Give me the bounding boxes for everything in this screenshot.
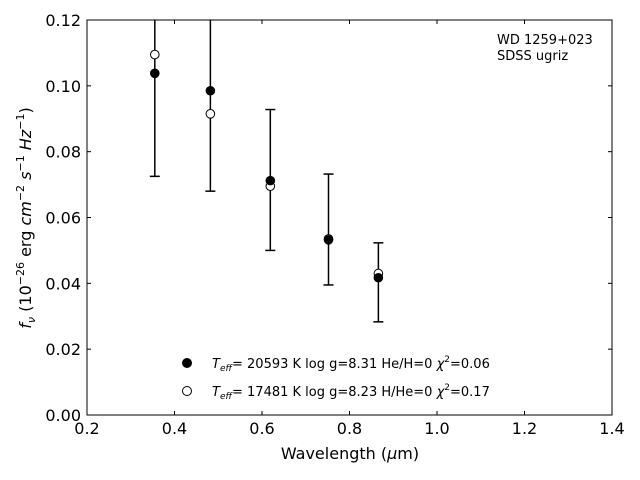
x-tick-label: 0.2 — [74, 419, 99, 438]
model-point-filled — [373, 272, 384, 283]
annotation-line-2: SDSS ugriz — [497, 49, 568, 64]
model-point-filled — [205, 85, 216, 96]
y-tick-label: 0.02 — [45, 340, 81, 359]
y-tick-label: 0.10 — [45, 77, 81, 96]
legend-marker-open — [182, 386, 192, 396]
model-point-filled — [150, 68, 160, 79]
y-tick-label: 0.06 — [45, 209, 81, 228]
x-tick-label: 0.4 — [162, 419, 187, 438]
y-tick-label: 0.00 — [45, 406, 81, 425]
y-tick-label: 0.08 — [45, 143, 81, 162]
y-axis-label: fν (10−26 erg cm−2 s−1 Hz−1) — [14, 107, 38, 328]
plot-frame — [86, 19, 613, 416]
x-axis-label: Wavelength (μm) — [281, 444, 419, 463]
x-tick-label: 0.6 — [249, 419, 274, 438]
y-tick-label: 0.04 — [45, 274, 81, 293]
x-tick-label: 1.2 — [512, 419, 537, 438]
x-axis-ticks: 0.2 0.4 0.6 0.8 1.0 1.2 1.4 — [74, 20, 625, 438]
model-point-filled — [265, 175, 276, 186]
y-tick-label: 0.12 — [45, 11, 81, 30]
model-point-open — [150, 49, 160, 60]
legend-label-2: Teff= 17481 K log g=8.23 H/He=0 χ2=0.17 — [212, 383, 490, 402]
legend-label-1: Teff= 20593 K log g=8.31 He/H=0 χ2=0.06 — [212, 355, 490, 374]
legend-marker-filled — [182, 358, 192, 368]
x-tick-label: 1.0 — [424, 419, 449, 438]
x-tick-label: 1.4 — [599, 419, 624, 438]
data-points — [150, 49, 384, 283]
model-point-filled — [323, 235, 334, 245]
y-axis-ticks: 0.00 0.02 0.04 0.06 0.08 0.10 0.12 — [45, 11, 612, 425]
annotation-line-1: WD 1259+023 — [497, 33, 593, 48]
error-bars — [149, 20, 384, 323]
model-point-open — [205, 109, 216, 119]
legend: Teff= 20593 K log g=8.31 He/H=0 χ2=0.06 … — [182, 355, 490, 402]
x-tick-label: 0.8 — [337, 419, 362, 438]
